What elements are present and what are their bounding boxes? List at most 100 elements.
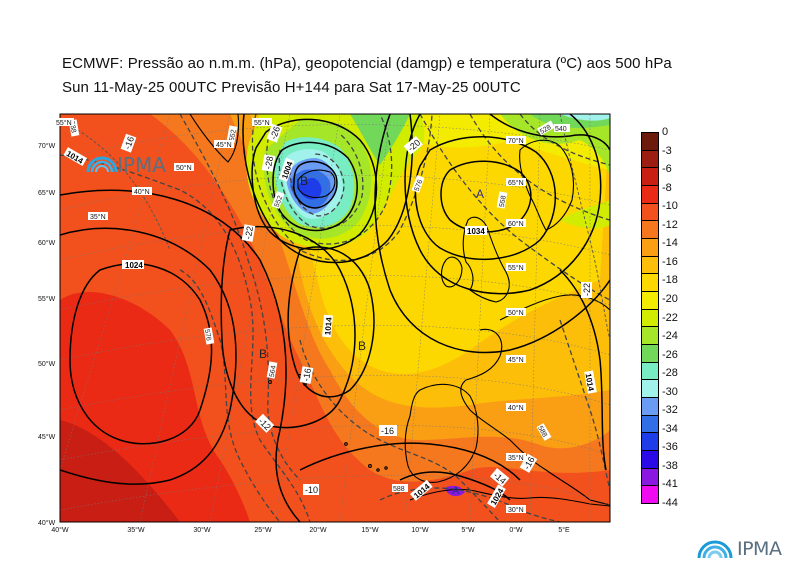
colorbar-label: -38 [662, 459, 678, 472]
svg-text:45°N: 45°N [508, 356, 524, 364]
svg-text:55°N: 55°N [254, 119, 270, 127]
high-center-label: A [476, 187, 484, 201]
svg-text:30°N: 30°N [508, 506, 524, 514]
coastlines [189, 114, 610, 507]
colorbar-label: -6 [662, 163, 672, 176]
colorbar-swatch [641, 149, 659, 169]
colorbar-swatch [641, 467, 659, 487]
colorbar-label: -41 [662, 478, 678, 491]
svg-text:50°N: 50°N [508, 309, 524, 317]
colorbar-label: -16 [662, 255, 678, 268]
svg-text:552: 552 [229, 129, 238, 142]
colorbar-swatch [641, 397, 659, 416]
isobar-label: 1014 [322, 314, 334, 338]
svg-text:588: 588 [393, 486, 405, 493]
colorbar-label: -3 [662, 144, 672, 157]
chart-title-line2: Sun 11-May-25 00UTC Previsão H+144 para … [62, 79, 521, 96]
svg-text:-16: -16 [122, 135, 136, 151]
temp-label: -10 [303, 484, 319, 495]
geo-label: 588 [392, 484, 408, 493]
temperature-contours [60, 114, 610, 341]
low-center-label-2: B [358, 339, 366, 353]
map-frame [59, 113, 611, 523]
colorbar-swatch [641, 132, 659, 151]
svg-text:60°W: 60°W [38, 239, 56, 247]
svg-text:564: 564 [269, 365, 278, 378]
colorbar-swatch [641, 485, 659, 504]
isobars [60, 114, 610, 522]
temp-label: -16 [379, 425, 397, 436]
colorbar-swatch [641, 238, 659, 257]
svg-text:5°W: 5°W [461, 526, 475, 534]
svg-text:552: 552 [274, 195, 285, 208]
geo-label: 576 [411, 175, 425, 193]
geo-label: 558 [496, 191, 508, 209]
svg-text:70°W: 70°W [38, 142, 56, 150]
svg-text:15°W: 15°W [361, 526, 379, 534]
colorbar-label: -24 [662, 330, 678, 343]
svg-text:35°N: 35°N [90, 213, 106, 221]
colorbar-label: -12 [662, 218, 678, 231]
lon-axis-labels: 40°W 35°W 30°W 25°W 20°W 15°W 10°W 5°W 0… [51, 526, 570, 534]
svg-text:65°N: 65°N [508, 179, 524, 187]
svg-text:55°W: 55°W [38, 295, 56, 303]
svg-text:60°N: 60°N [508, 220, 524, 228]
geo-label: 552 [271, 191, 285, 209]
svg-text:-26: -26 [268, 125, 282, 141]
ipma-logo-text: IPMA [737, 538, 782, 560]
svg-text:65°W: 65°W [38, 189, 56, 197]
colorbar-label: -28 [662, 367, 678, 380]
ipma-logo-icon [697, 540, 733, 559]
colorbar-swatch [641, 255, 659, 275]
colorbar-swatch [641, 291, 659, 310]
colorbar-label: -10 [662, 200, 678, 213]
colorbar-swatch [641, 326, 659, 345]
svg-text:1014: 1014 [323, 316, 334, 335]
svg-text:1014: 1014 [584, 373, 596, 393]
colorbar-swatch [641, 167, 659, 186]
svg-text:55°N: 55°N [56, 119, 72, 127]
colorbar-swatch [641, 414, 659, 434]
temp-label: -22 [581, 282, 592, 298]
temp-label: -22 [241, 224, 256, 242]
svg-text:40°N: 40°N [508, 404, 524, 412]
colorbar-swatch [641, 185, 659, 204]
colorbar-swatch [641, 379, 659, 398]
svg-text:10°W: 10°W [411, 526, 429, 534]
geopotential-labels: 588 576 564 552 558 528 540 552 576 588 … [68, 119, 570, 493]
svg-text:-10: -10 [305, 485, 318, 495]
watermark-text: IPMA [117, 153, 166, 177]
geo-label: 588 [536, 423, 552, 441]
svg-text:-22: -22 [243, 225, 255, 240]
svg-text:588: 588 [536, 425, 548, 439]
svg-text:528: 528 [539, 124, 553, 136]
lat-axis-labels: 70°W 65°W 60°W 55°W 50°W 45°W 40°W [38, 142, 56, 527]
svg-text:1034: 1034 [467, 227, 485, 236]
svg-text:35°W: 35°W [127, 526, 145, 534]
colorbar-swatch [641, 344, 659, 363]
isobar-labels: 1024 1004 1034 1014 1014 1014 1024 1014 [63, 147, 597, 509]
colorbar-label: -20 [662, 292, 678, 305]
graticule [60, 114, 610, 522]
geo-label: 540 [554, 124, 570, 133]
isobar-label: 1024 [122, 260, 144, 270]
svg-text:55°N: 55°N [508, 264, 524, 272]
svg-text:540: 540 [555, 126, 567, 133]
colorbar-label: -8 [662, 181, 672, 194]
svg-text:576: 576 [414, 179, 425, 192]
colorbar-label: -34 [662, 422, 678, 435]
geo-label: 564 [266, 361, 278, 379]
svg-text:1024: 1024 [125, 261, 143, 270]
svg-text:588: 588 [68, 121, 77, 134]
svg-text:5°E: 5°E [558, 526, 570, 534]
svg-text:20°W: 20°W [309, 526, 327, 534]
colorbar-label: -44 [662, 497, 678, 509]
svg-text:40°W: 40°W [51, 526, 69, 534]
colorbar-label: -36 [662, 441, 678, 454]
inner-grid-labels: 40°N 35°N 45°N 50°N 55°N 65°N 60°N 55°N … [54, 118, 526, 514]
colorbar-label: -22 [662, 311, 678, 324]
svg-text:50°N: 50°N [176, 164, 192, 172]
svg-text:558: 558 [499, 195, 508, 208]
colorbar-label: -18 [662, 274, 678, 287]
